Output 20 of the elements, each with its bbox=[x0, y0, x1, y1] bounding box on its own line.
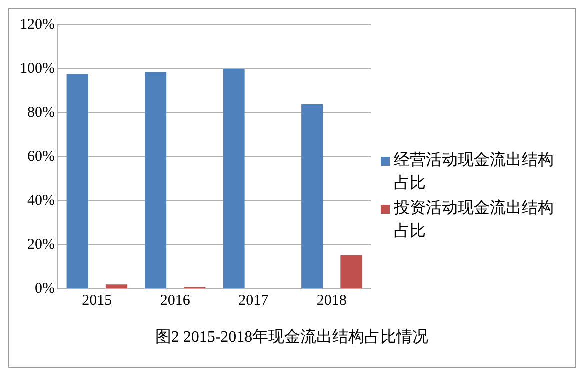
text: 图2 2015-2018年现金流出结构占比情况 bbox=[154, 328, 430, 348]
y-tick-label: 20% bbox=[27, 236, 55, 253]
y-tick-label: 80% bbox=[27, 104, 55, 121]
bar bbox=[223, 69, 245, 288]
bar bbox=[145, 72, 167, 288]
y-tick-label: 120% bbox=[20, 16, 55, 33]
y-tick-label: 100% bbox=[20, 60, 55, 77]
bar bbox=[66, 74, 88, 288]
bar bbox=[302, 104, 324, 288]
x-tick-label: 2017 bbox=[238, 292, 270, 309]
x-tick-label: 2015 bbox=[82, 292, 112, 309]
bar bbox=[340, 255, 362, 288]
y-tick-label: 40% bbox=[27, 192, 55, 209]
y-tick-label: 0% bbox=[34, 280, 55, 297]
bar bbox=[106, 284, 128, 288]
legend-label: 经营活动现金流出结构占比 bbox=[394, 150, 555, 194]
x-tick-label: 2016 bbox=[160, 292, 191, 309]
x-tick-label: 2018 bbox=[316, 292, 347, 309]
y-tick-label: 60% bbox=[27, 148, 55, 165]
legend-label: 投资活动现金流出结构占比 bbox=[394, 198, 555, 242]
